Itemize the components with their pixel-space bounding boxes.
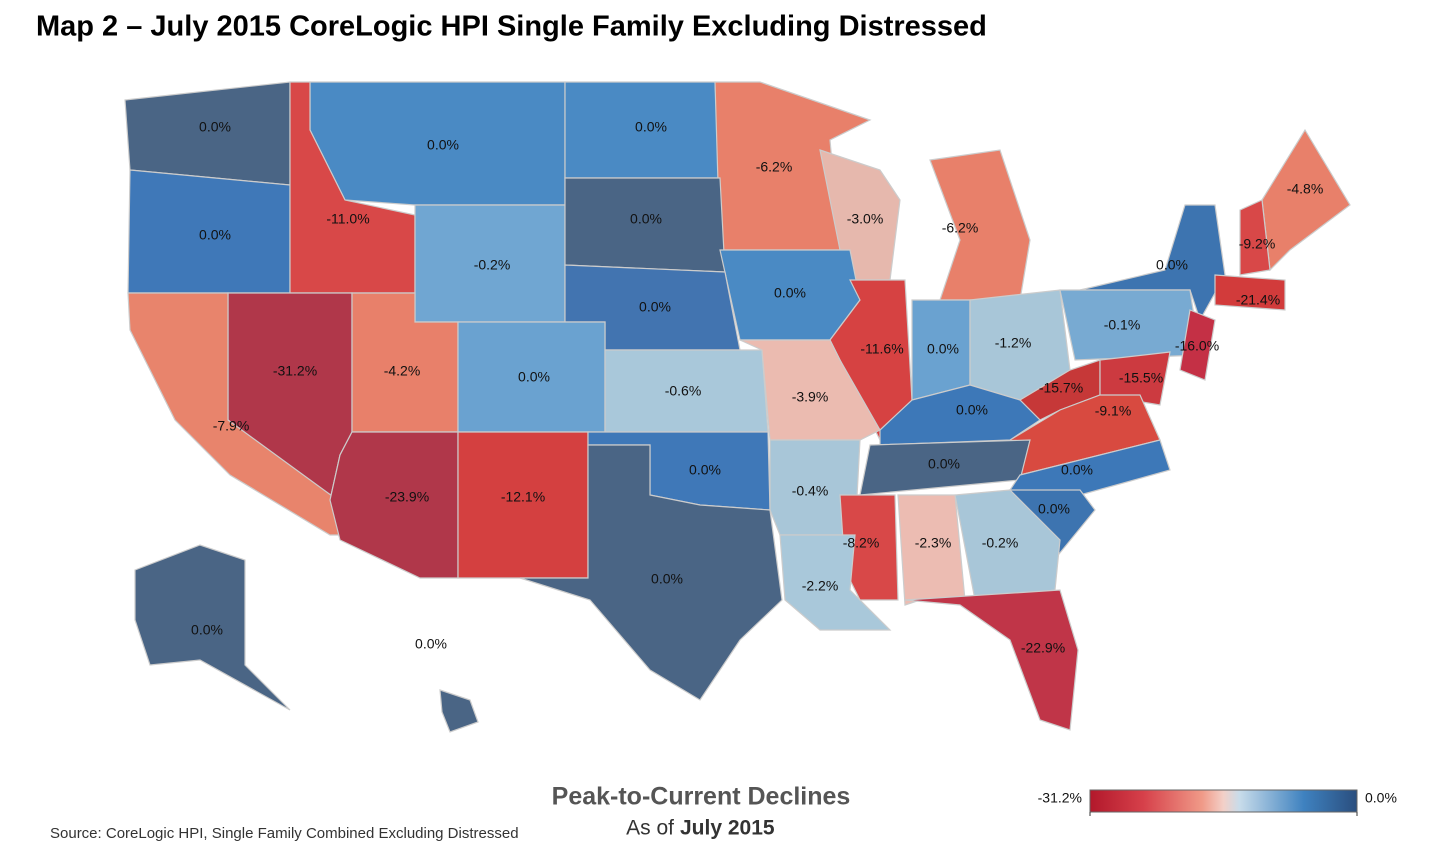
source: Source: CoreLogic HPI, Single Family Com…	[50, 825, 519, 842]
region-label: -3.0%	[847, 211, 884, 227]
region-label: 0.0%	[1038, 501, 1070, 517]
region-label: -1.2%	[995, 335, 1032, 351]
region-label: -12.1%	[501, 489, 545, 505]
region-label: -9.2%	[1239, 236, 1276, 252]
region-label: -0.4%	[792, 483, 829, 499]
region-label: 0.0%	[199, 119, 231, 135]
region	[1239, 199, 1271, 276]
colorbar-ticks: -31.2% 0.0%	[1038, 790, 1397, 816]
region	[134, 544, 291, 711]
regions	[124, 81, 1351, 733]
legend-title: Peak-to-Current Declines	[552, 783, 851, 811]
region-label: -6.2%	[756, 159, 793, 175]
region-label: 0.0%	[1156, 257, 1188, 273]
region-label: 0.0%	[639, 299, 671, 315]
region-label: -23.9%	[385, 489, 429, 505]
region	[457, 431, 589, 579]
region-labels: 0.0% 0.0% 0.0% -6.2% -3.0% -6.2% -4.8% 0.0% -11.…	[191, 119, 1323, 656]
region	[904, 589, 1079, 731]
region-label: -15.7%	[1039, 380, 1083, 396]
region-label: -0.6%	[665, 383, 702, 399]
region-label: 0.0%	[518, 369, 550, 385]
region-label: -15.5%	[1119, 370, 1163, 386]
region-label: 0.0%	[415, 636, 447, 652]
region-label: -11.6%	[860, 341, 903, 357]
region	[779, 534, 892, 631]
region-label: -0.2%	[474, 257, 511, 273]
region-label: -7.9%	[213, 418, 250, 434]
region	[954, 489, 1061, 601]
region-label: 0.0%	[427, 137, 459, 153]
region	[739, 339, 881, 441]
region-label: 0.0%	[956, 402, 988, 418]
region-label: -22.9%	[1021, 640, 1065, 656]
region	[1079, 204, 1226, 322]
region-label: -21.4%	[1236, 292, 1280, 308]
region	[1214, 274, 1286, 311]
region	[1179, 309, 1216, 381]
region-label: -6.2%	[942, 220, 979, 236]
region-label: -8.2%	[843, 535, 880, 551]
region	[1008, 439, 1171, 496]
region-label: -0.2%	[982, 535, 1019, 551]
colorbar	[1089, 789, 1358, 813]
region-label: 0.0%	[774, 285, 806, 301]
region-label: -0.1%	[1104, 317, 1141, 333]
region-label: 0.0%	[651, 571, 683, 587]
legend-subtitle-date: July 2015	[680, 817, 775, 840]
region-label: -3.9%	[792, 389, 829, 405]
region-label: -4.2%	[384, 363, 421, 379]
region-label: 0.0%	[689, 462, 721, 478]
region-label: 0.0%	[635, 119, 667, 135]
region-label: 0.0%	[1061, 462, 1093, 478]
title: Map 2 – July 2015 CoreLogic HPI Single F…	[36, 11, 987, 43]
region-label: 0.0%	[191, 622, 223, 638]
region	[519, 444, 783, 701]
colorbar-label: 0.0%	[1365, 790, 1397, 806]
region-label: -11.0%	[326, 211, 369, 227]
region	[1099, 351, 1171, 406]
region-label: -2.3%	[915, 535, 952, 551]
region-label: 0.0%	[199, 227, 231, 243]
region-label: 0.0%	[927, 341, 959, 357]
region-label: 0.0%	[928, 456, 960, 472]
region-label: -4.8%	[1287, 181, 1324, 197]
region-label: -31.2%	[273, 363, 317, 379]
region-label: -9.1%	[1095, 403, 1132, 419]
region	[439, 689, 479, 733]
region-label: 0.0%	[630, 211, 662, 227]
colorbar-label: -31.2%	[1038, 790, 1082, 806]
legend-subtitle: As of	[626, 817, 674, 840]
region-label: -16.0%	[1175, 338, 1219, 354]
region-label: -2.2%	[802, 578, 839, 594]
region	[329, 431, 459, 579]
